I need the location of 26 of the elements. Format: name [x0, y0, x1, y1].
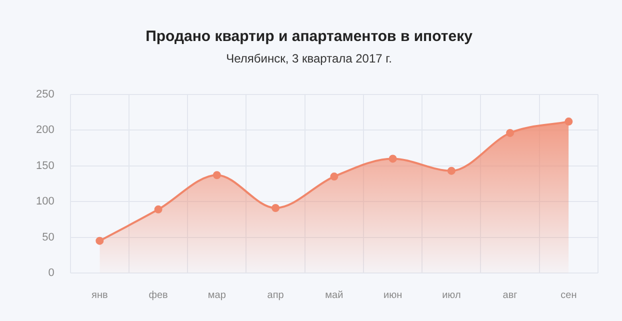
chart-title: Продано квартир и апартаментов в ипотеку [146, 28, 474, 46]
y-tick-label: 200 [36, 124, 54, 136]
x-tick-label: мар [208, 290, 226, 301]
point [212, 171, 221, 180]
x-tick-label: апр [267, 290, 284, 301]
point [388, 154, 397, 163]
point [96, 236, 104, 245]
x-tick-label: сен [560, 290, 577, 301]
x-tick-label: май [325, 290, 344, 301]
x-tick-label: июн [384, 290, 402, 301]
x-tick-label: фев [148, 290, 168, 301]
point [564, 118, 573, 126]
x-tick-label: авг [502, 290, 518, 301]
y-tick-label: 50 [42, 231, 54, 244]
y-tick-label: 150 [36, 160, 54, 172]
chart-subtitle: Челябинск, 3 квартала 2017 г. [226, 52, 392, 66]
point [330, 172, 338, 181]
y-tick-label: 100 [36, 196, 54, 208]
x-tick-label: янв [92, 290, 108, 301]
y-tick-label: 0 [48, 267, 54, 280]
x-tick-label: июл [442, 290, 461, 301]
point [272, 204, 280, 212]
y-tick-label: 250 [36, 88, 54, 100]
point [506, 128, 514, 137]
point [447, 166, 456, 175]
point [154, 205, 162, 214]
